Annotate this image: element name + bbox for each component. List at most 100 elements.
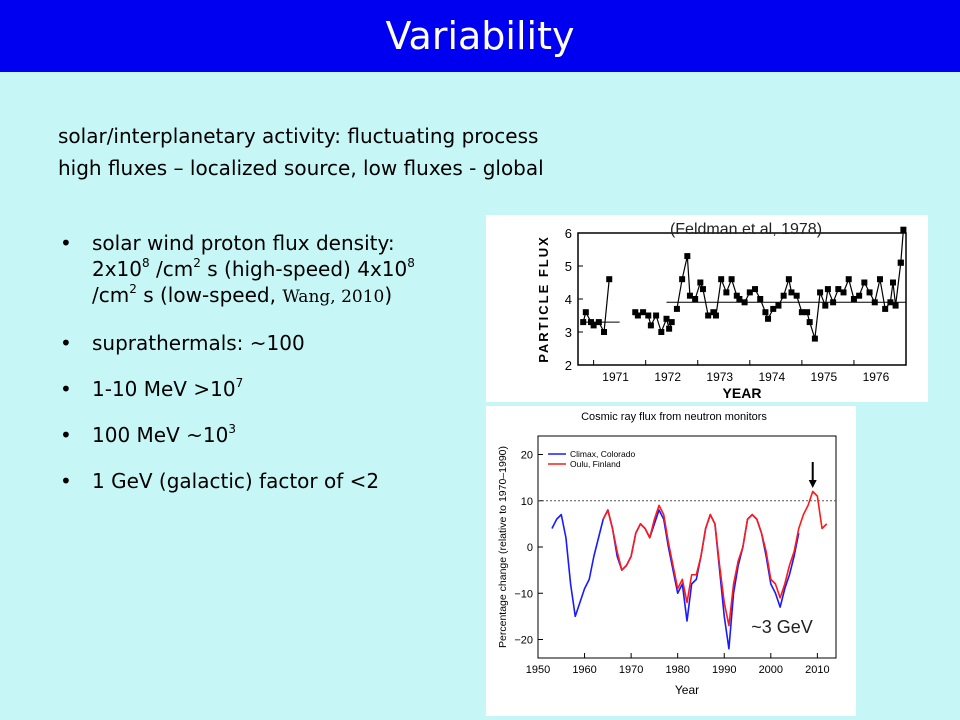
- bullet-dot: •: [60, 423, 72, 447]
- x-tick-label: 1975: [811, 370, 838, 384]
- flux-data-point: [835, 286, 842, 293]
- flux-data-point: [757, 296, 764, 302]
- flux-data-point: [663, 315, 670, 322]
- flux-data-point: [780, 292, 787, 299]
- flux-data-point: [824, 286, 831, 293]
- flux-data-point: [861, 279, 868, 286]
- flux-data-point: [666, 325, 673, 332]
- citation: Wang, 2010: [282, 287, 385, 307]
- flux-data-point: [746, 289, 753, 296]
- superscript: 2: [193, 256, 201, 270]
- y-tick-label: 2: [565, 358, 572, 373]
- flux-data-point: [647, 322, 654, 329]
- flux-data-point: [871, 299, 878, 306]
- x-tick-label: 2010: [805, 664, 829, 676]
- bullet-list: • solar wind proton flux density: 2x10 8 …: [60, 230, 430, 514]
- x-tick-label: 1960: [572, 664, 596, 676]
- y-axis-label: Percentage change (relative to 1970–1990…: [497, 446, 509, 648]
- bullet-text-part: solar wind proton flux density: 2x10: [92, 231, 395, 281]
- bullet-text: 1-10 MeV >107: [92, 377, 243, 401]
- bullet-dot: •: [60, 377, 72, 401]
- annotation-label: ~3 GeV: [751, 617, 813, 637]
- flux-data-point: [811, 335, 818, 342]
- flux-data-point: [897, 259, 904, 266]
- bullet-dot: •: [60, 231, 72, 255]
- flux-data-point: [668, 319, 675, 326]
- y-tick-label: 4: [565, 292, 572, 307]
- flux-data-point: [653, 312, 660, 319]
- flux-data-point: [804, 309, 811, 316]
- flux-data-point: [645, 312, 652, 319]
- superscript: 8: [407, 256, 415, 270]
- flux-data-point: [882, 305, 889, 312]
- legend-label: Oulu, Finland: [570, 459, 621, 469]
- x-axis-label: Year: [675, 683, 699, 697]
- flux-data-point: [770, 305, 777, 312]
- flux-series-line: [900, 229, 904, 263]
- flux-data-point: [806, 319, 813, 326]
- flux-data-point: [632, 309, 639, 316]
- chart-title: Cosmic ray flux from neutron monitors: [581, 411, 767, 423]
- title-bar: Variability: [0, 0, 960, 72]
- superscript: 7: [235, 376, 244, 390]
- y-tick-label: 3: [565, 325, 572, 340]
- flux-series-line: [676, 255, 902, 339]
- bullet-text-part: /cm: [92, 283, 130, 307]
- y-tick-label: 10: [521, 496, 533, 508]
- annotation-box: [736, 612, 828, 640]
- x-tick-label: 1971: [602, 370, 629, 384]
- flux-data-point: [679, 276, 686, 283]
- citation-label: (Feldman et al, 1978): [670, 221, 822, 238]
- superscript: 2: [129, 282, 137, 296]
- flux-data-point: [580, 319, 587, 326]
- flux-data-point: [658, 329, 665, 335]
- flux-data-point: [785, 276, 792, 283]
- flux-data-point: [710, 309, 717, 316]
- x-tick-label: 1950: [526, 664, 550, 676]
- flux-data-point: [887, 299, 894, 306]
- slide-title: Variability: [385, 14, 575, 58]
- flux-data-point: [712, 312, 719, 319]
- cosmic-ray-figure: Cosmic ray flux from neutron monitors −20…: [486, 406, 856, 716]
- bullet-text-part: 1-10 MeV >10: [92, 377, 236, 401]
- flux-data-point: [705, 312, 712, 319]
- x-tick-label: 2000: [759, 664, 783, 676]
- x-tick-label: 1972: [654, 370, 681, 384]
- flux-data-point: [673, 305, 680, 312]
- series-line-1: [602, 490, 828, 627]
- bullet-text-part: s (low-speed,: [136, 283, 283, 307]
- bullet-text: solar wind proton flux density: 2x10 8 /c…: [92, 231, 415, 307]
- flux-data-point: [762, 309, 769, 316]
- flux-data-point: [856, 292, 863, 299]
- cosmic-ray-chart: Cosmic ray flux from neutron monitors −20…: [497, 411, 837, 697]
- intro-text: solar/interplanetary activity: fluctuati…: [58, 120, 544, 184]
- intro-line-2: high fluxes – localized source, low flux…: [58, 156, 544, 180]
- y-tick-label: −10: [514, 588, 533, 600]
- flux-data-point: [866, 289, 873, 296]
- x-tick-label: 1970: [619, 664, 643, 676]
- flux-data-point: [892, 302, 899, 309]
- x-tick-label: 1980: [665, 664, 689, 676]
- y-axis-label: PARTICLE FLUX: [536, 235, 551, 363]
- flux-data-point: [830, 299, 837, 306]
- x-tick-label: 1973: [706, 370, 733, 384]
- bullet-text-part: ): [384, 283, 393, 307]
- bullet-dot: •: [60, 331, 72, 355]
- bullet-text-part: /cm: [149, 257, 194, 281]
- flux-data-point: [723, 289, 730, 296]
- flux-data-point: [595, 319, 602, 326]
- x-tick-label: 1976: [863, 370, 890, 384]
- flux-data-point: [697, 279, 704, 286]
- intro-line-1: solar/interplanetary activity: fluctuati…: [58, 124, 539, 148]
- bullet-item-1-gev: • 1 GeV (galactic) factor of <2: [60, 468, 430, 494]
- flux-data-point: [736, 296, 743, 302]
- y-tick-label: 5: [565, 259, 572, 274]
- flux-data-point: [699, 286, 706, 293]
- flux-data-point: [788, 289, 795, 296]
- y-tick-label: 6: [565, 226, 572, 241]
- particle-flux-figure: 2 3 4 5 6 1971 1972 1973 1974 1975 1976 YEAR PARTICL…: [486, 215, 928, 402]
- bullet-item-solar-wind: • solar wind proton flux density: 2x10 8 …: [60, 230, 430, 310]
- flux-data-point: [718, 276, 725, 283]
- flux-data-point: [798, 309, 805, 316]
- flux-data-point: [582, 309, 589, 316]
